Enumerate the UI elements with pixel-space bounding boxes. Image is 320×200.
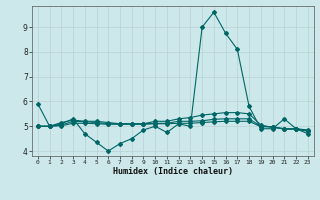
X-axis label: Humidex (Indice chaleur): Humidex (Indice chaleur) — [113, 167, 233, 176]
